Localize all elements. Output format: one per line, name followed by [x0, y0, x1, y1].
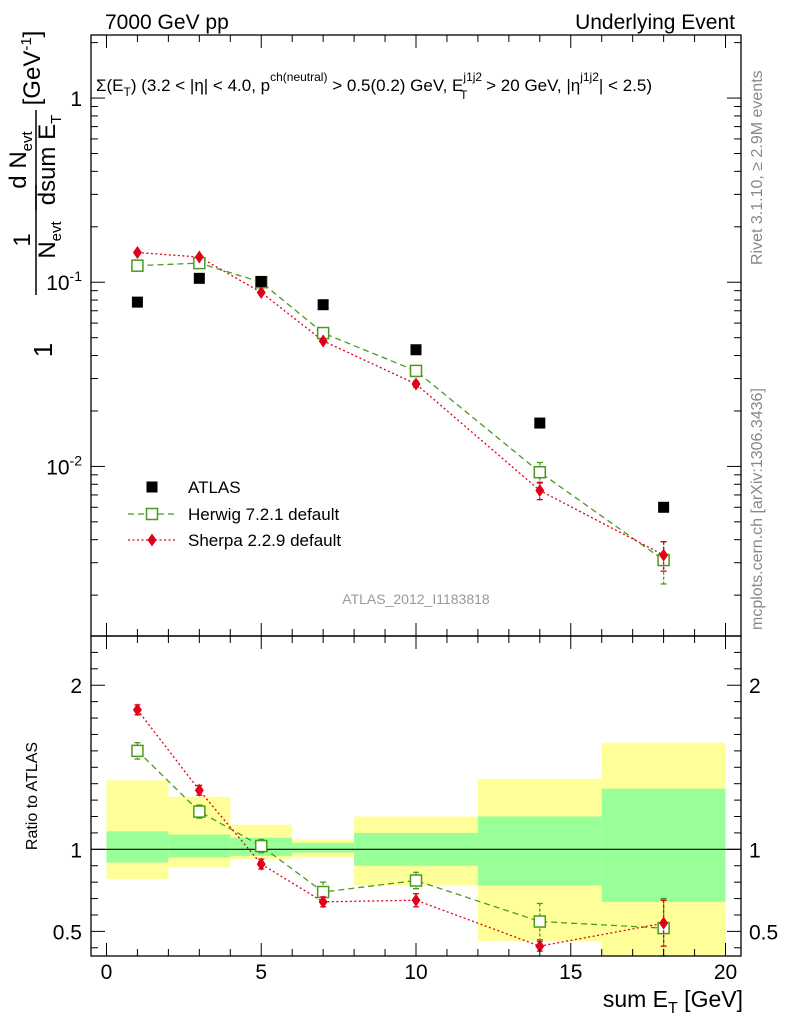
svg-text:[GeV-1]: [GeV-1]	[18, 31, 46, 106]
x-tick-label: 20	[714, 961, 737, 984]
data-point-herwig	[409, 364, 423, 378]
data-point-herwig	[131, 259, 144, 272]
ratio-point-herwig	[131, 744, 144, 758]
ratio-plot-layer	[131, 703, 670, 957]
watermark: ATLAS_2012_I1183818	[342, 591, 490, 607]
ratio-y-tick-label-right: 2	[749, 675, 761, 698]
main-plot-layer	[131, 246, 670, 585]
total-uncertainty-band	[106, 780, 169, 879]
data-point-atlas	[658, 501, 670, 513]
ratio-y-tick-label-left: 0.5	[53, 921, 82, 944]
header-right: Underlying Event	[575, 11, 735, 34]
data-point-sherpa	[132, 246, 142, 260]
data-point-atlas	[317, 299, 329, 311]
ratio-point-herwig	[533, 915, 547, 928]
stat-uncertainty-band	[477, 816, 602, 886]
y-tick-label: 10-2	[46, 452, 82, 479]
legend-marker	[147, 533, 157, 547]
y-tick-label: 10-1	[46, 268, 82, 295]
legend-marker	[146, 481, 158, 493]
ratio-point-sherpa	[411, 893, 421, 907]
ratio-point-sherpa	[194, 783, 204, 797]
ratio-ylabel: Ratio to ATLAS	[24, 742, 41, 850]
data-point-atlas	[410, 344, 422, 356]
axes-layer: 0 5 10 15 20 1 10-1 10-2 0.5 0.5 1 1 2 2	[46, 34, 778, 984]
data-point-sherpa	[659, 548, 669, 562]
legend-label: Herwig 7.2.1 default	[188, 505, 339, 524]
svg-text:d Nevt: d Nevt	[5, 130, 36, 188]
ratio-point-sherpa	[659, 916, 669, 930]
stat-uncertainty-band	[106, 831, 169, 863]
ratio-point-herwig	[409, 874, 423, 887]
data-point-atlas	[255, 275, 267, 287]
ratio-bands	[91, 742, 741, 956]
data-point-herwig	[533, 465, 547, 479]
legend-marker	[145, 507, 159, 521]
mcplots-label: mcplots.cern.ch [arXiv:1306.3436]	[749, 388, 766, 630]
ratio-point-sherpa	[535, 939, 545, 953]
data-point-sherpa	[535, 483, 545, 497]
legend: ATLAS Herwig 7.2.1 default Sherpa 2.2.9 de…	[128, 478, 341, 550]
ratio-y-tick-label-left: 1	[70, 839, 82, 862]
y-tick-label: 1	[70, 88, 82, 111]
data-point-sherpa	[194, 250, 204, 264]
header-left: 7000 GeV pp	[105, 11, 229, 34]
ratio-y-tick-label-right: 1	[749, 839, 761, 862]
svg-text:1: 1	[9, 233, 36, 246]
x-tick-label: 5	[255, 961, 267, 984]
ratio-point-herwig	[254, 839, 268, 853]
main-ylabel-full: 1 Nevt d Nevt dsum ET [GeV-1]	[5, 31, 65, 295]
legend-label: ATLAS	[188, 478, 241, 497]
legend-label: Sherpa 2.2.9 default	[188, 531, 341, 550]
stat-uncertainty-band	[601, 788, 726, 902]
rivet-label: Rivet 3.1.10, ≥ 2.9M events	[749, 70, 766, 265]
stat-uncertainty-band	[292, 842, 355, 853]
main-title: Σ(ET) (3.2 < |η| < 4.0, pch(neutral) > 0…	[96, 70, 652, 102]
data-point-sherpa	[256, 285, 266, 299]
data-point-sherpa	[411, 377, 421, 391]
svg-text:dsum ET: dsum ET	[34, 115, 65, 206]
x-tick-label: 15	[559, 961, 582, 984]
x-tick-label: 10	[404, 961, 427, 984]
main-ylabel: 1	[28, 343, 58, 357]
data-point-atlas	[193, 272, 205, 284]
svg-text:1: 1	[28, 343, 58, 357]
xlabel: sum ET [GeV]	[603, 986, 743, 1017]
ratio-point-herwig	[193, 805, 206, 818]
data-point-sherpa	[318, 334, 328, 348]
stat-uncertainty-band	[168, 834, 231, 858]
ratio-point-sherpa	[318, 895, 328, 909]
ratio-y-tick-label-right: 0.5	[749, 921, 778, 944]
data-point-atlas	[131, 296, 143, 308]
x-tick-label: 0	[101, 961, 113, 984]
svg-text:Nevt: Nevt	[34, 220, 65, 258]
data-point-atlas	[534, 417, 546, 429]
ratio-point-sherpa	[256, 857, 266, 871]
ratio-point-sherpa	[132, 703, 142, 717]
ratio-y-tick-label-left: 2	[70, 675, 82, 698]
